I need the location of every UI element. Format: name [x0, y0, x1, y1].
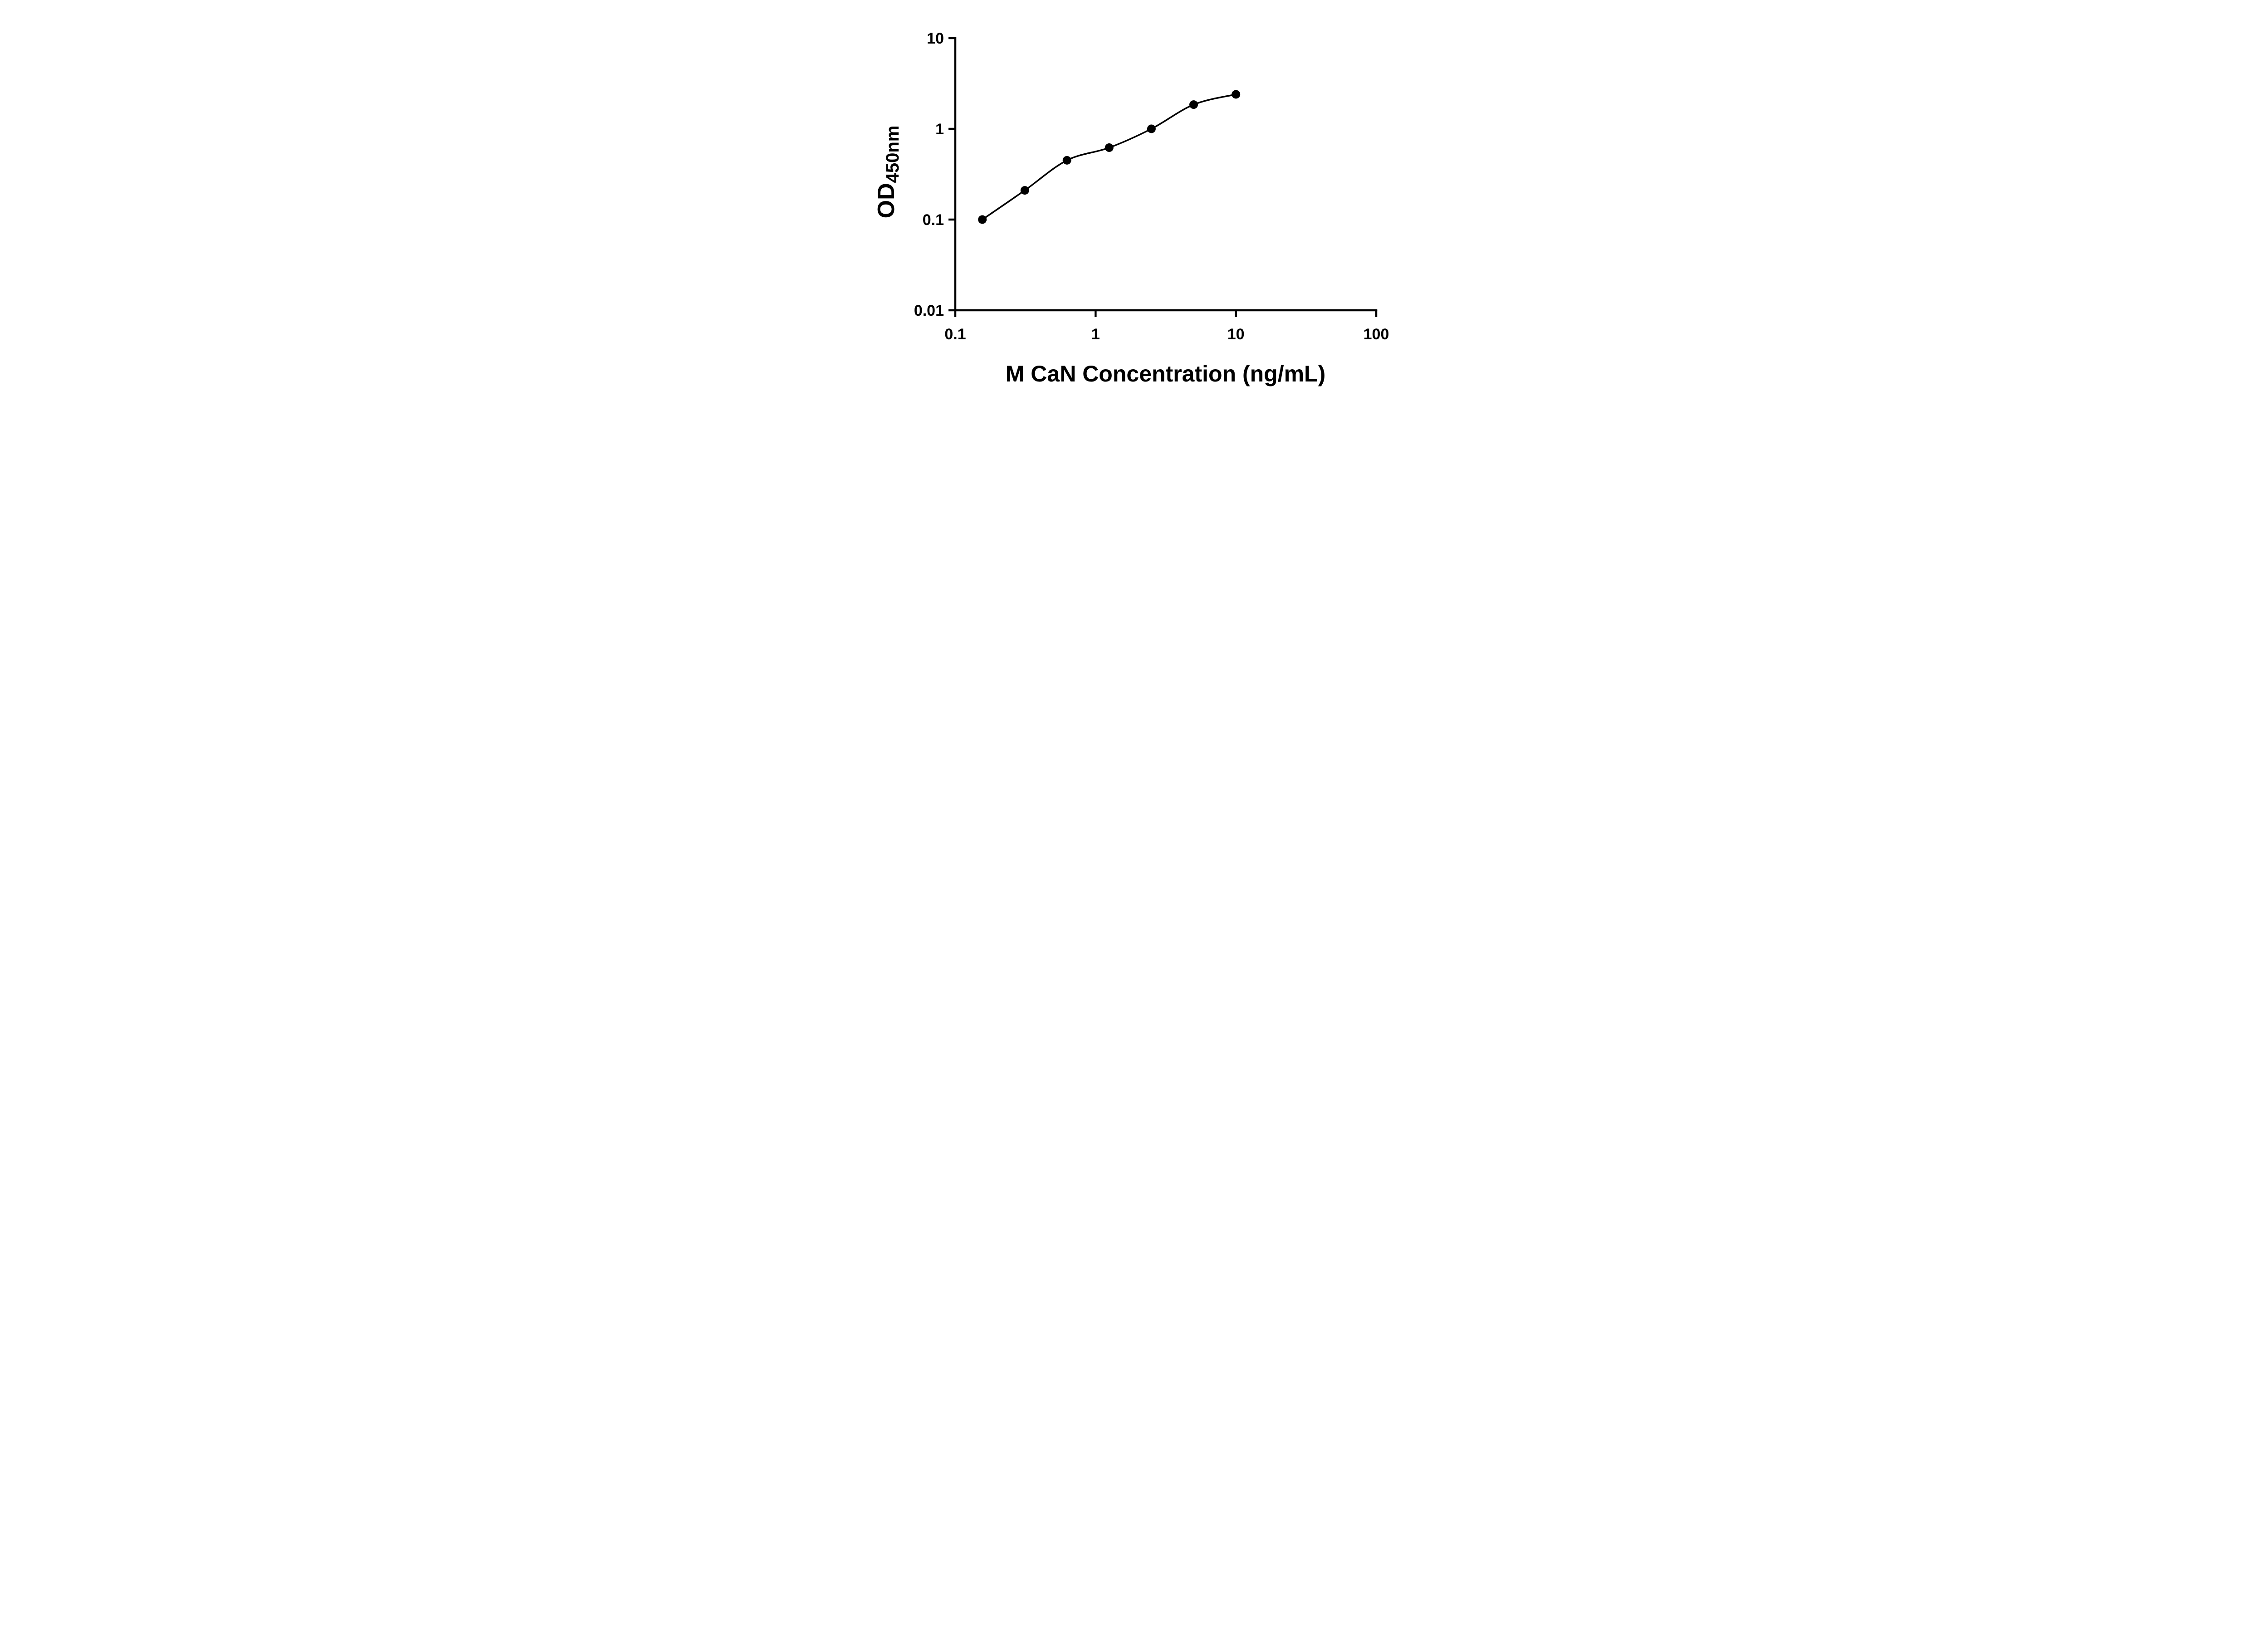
- data-point: [1189, 100, 1198, 109]
- axis-lines: [954, 37, 1377, 312]
- data-point: [1147, 124, 1156, 133]
- data-point: [1020, 186, 1029, 195]
- data-point: [1105, 143, 1114, 152]
- x-tick-label: 1: [1091, 326, 1100, 343]
- data-point: [1231, 90, 1240, 99]
- x-tick-label: 100: [1363, 326, 1389, 343]
- y-tick-label: 10: [927, 30, 944, 47]
- x-axis-title: M CaN Concentration (ng/mL): [1005, 361, 1326, 386]
- data-point: [978, 215, 987, 224]
- elisa-standard-curve-figure: 0.1 1 10 100 0.01 0.1 1 10 M CaN Concentration …: [842, 0, 1426, 408]
- data-point: [1062, 156, 1071, 165]
- x-tick-label: 0.1: [944, 326, 966, 343]
- y-tick-label: 1: [935, 121, 944, 138]
- y-axis-title-main: OD: [873, 183, 899, 219]
- y-axis-title: OD450nm: [871, 59, 903, 285]
- y-tick-label: 0.01: [914, 302, 943, 319]
- y-tick-label: 0.1: [922, 211, 943, 229]
- x-tick-label: 10: [1227, 326, 1244, 343]
- fit-curve: [982, 93, 1236, 220]
- y-axis-title-subscript: 450nm: [882, 125, 903, 183]
